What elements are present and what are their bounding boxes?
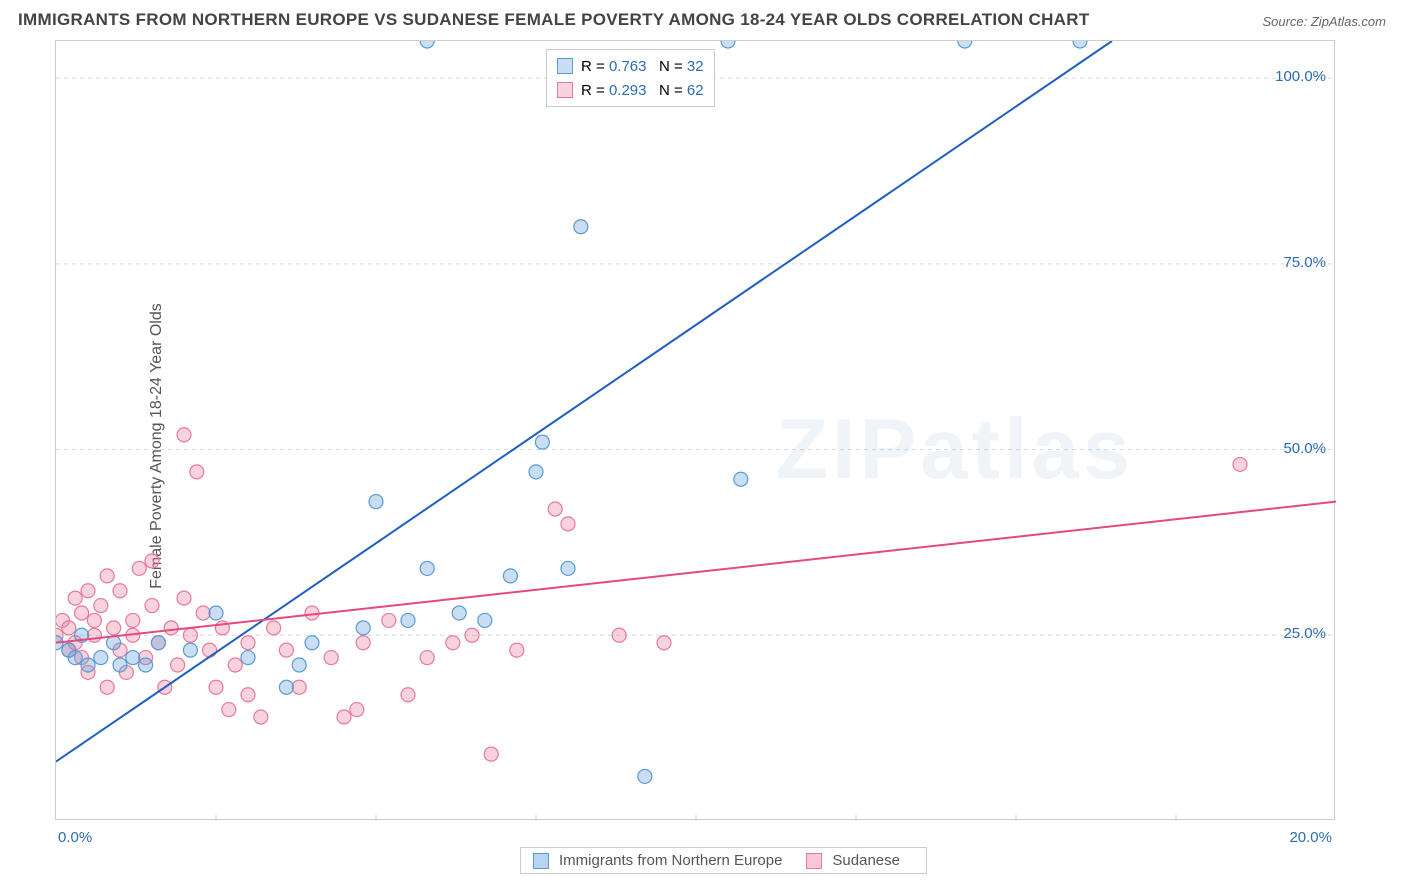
legend-swatch-icon xyxy=(557,58,573,74)
legend-correlation-text: R = 0.763 N = 32 xyxy=(581,58,704,75)
chart-title: IMMIGRANTS FROM NORTHERN EUROPE VS SUDAN… xyxy=(18,10,1090,30)
legend-series: Immigrants from Northern Europe Sudanese xyxy=(520,847,927,874)
legend-correlation: R = 0.763 N = 32 R = 0.293 N = 62 xyxy=(546,49,715,107)
x-tick-label: 0.0% xyxy=(58,829,92,846)
x-tick-label: 20.0% xyxy=(1289,829,1332,846)
chart-plot-area: ZIPatlas R = 0.763 N = 32R = 0.293 N = 6… xyxy=(55,40,1335,820)
y-tick-label: 75.0% xyxy=(1283,254,1326,271)
chart-svg xyxy=(56,41,1336,821)
legend-correlation-row: R = 0.293 N = 62 xyxy=(557,78,704,102)
legend-swatch-icon xyxy=(557,82,573,98)
source-label: Source: ZipAtlas.com xyxy=(1262,14,1386,29)
y-tick-label: 50.0% xyxy=(1283,440,1326,457)
legend-swatch-icon xyxy=(533,853,549,869)
legend-swatch-icon xyxy=(806,853,822,869)
legend-correlation-row: R = 0.763 N = 32 xyxy=(557,54,704,78)
legend-series-label: Immigrants from Northern Europe xyxy=(559,852,782,869)
legend-series-label: Sudanese xyxy=(832,852,900,869)
y-tick-label: 25.0% xyxy=(1283,625,1326,642)
y-tick-label: 100.0% xyxy=(1275,68,1326,85)
source-name: ZipAtlas.com xyxy=(1311,14,1386,29)
legend-correlation-text: R = 0.293 N = 62 xyxy=(581,82,704,99)
source-prefix: Source: xyxy=(1262,14,1310,29)
